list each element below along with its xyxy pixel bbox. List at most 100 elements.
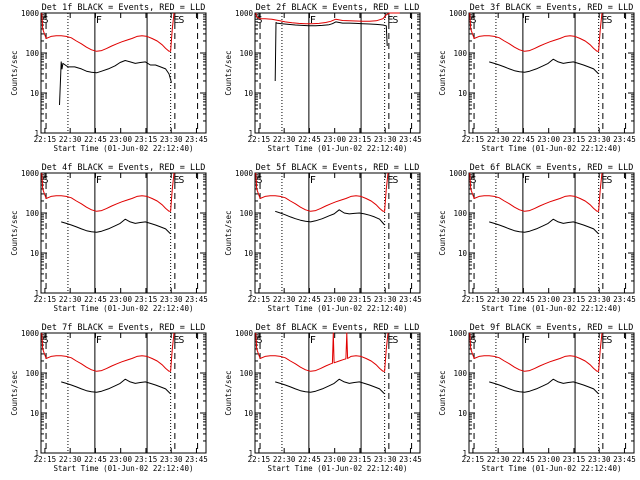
x-tick-label: 23:00: [537, 135, 560, 144]
flag-label: E: [173, 175, 179, 186]
flag-label: S: [392, 335, 398, 346]
flag-label: S: [392, 175, 398, 186]
x-tick-label: 23:00: [323, 135, 346, 144]
y-tick-label: 10: [244, 409, 254, 418]
y-tick-label: 1000: [235, 329, 254, 338]
flag-label: S: [606, 175, 612, 186]
y-tick-label: 1: [462, 449, 467, 458]
y-tick-label: 1: [462, 129, 467, 138]
x-axis-label: Start Time (01-Jun-02 22:12:40): [268, 304, 408, 313]
y-tick-label: 1: [248, 289, 253, 298]
y-tick-label: 100: [239, 49, 253, 58]
y-tick-label: 10: [244, 89, 254, 98]
y-tick-label: 1: [34, 449, 39, 458]
flag-label: E: [387, 175, 393, 186]
x-tick-label: 23:15: [563, 295, 586, 304]
flag-label: F: [310, 15, 316, 26]
chart-panel-1: Det 1f BLACK = Events, RED = LLD 1 10 100 10…: [10, 3, 208, 153]
x-tick-label: 23:15: [135, 135, 158, 144]
y-tick-label: 1000: [21, 169, 40, 178]
y-tick-label: 100: [239, 209, 253, 218]
chart-title: Det 7f BLACK = Events, RED = LLD: [42, 323, 206, 333]
series-events-line: [274, 21, 388, 82]
y-axis-label: Counts/sec: [224, 370, 233, 415]
y-tick-label: 10: [458, 409, 468, 418]
x-tick-label: 23:45: [613, 455, 636, 464]
x-tick-label: 23:30: [588, 455, 611, 464]
x-tick-label: 22:30: [273, 455, 296, 464]
flag-label: F: [96, 15, 102, 26]
x-tick-label: 23:30: [160, 135, 183, 144]
x-tick-label: 23:00: [323, 295, 346, 304]
flag-label: S: [606, 335, 612, 346]
y-tick-label: 1000: [235, 169, 254, 178]
y-axis-label: Counts/sec: [438, 370, 447, 415]
series-lld-line: [469, 172, 603, 212]
series-events-line: [489, 218, 599, 235]
y-tick-label: 100: [453, 209, 467, 218]
y-tick-label: 1000: [449, 9, 468, 18]
x-tick-label: 23:45: [185, 135, 208, 144]
flag-label: F: [524, 335, 530, 346]
chart-title: Det 5f BLACK = Events, RED = LLD: [256, 163, 420, 173]
flag-label: F: [524, 175, 530, 186]
x-tick-label: 22:45: [84, 295, 107, 304]
y-tick-label: 1000: [21, 9, 40, 18]
x-tick-label: 22:15: [34, 135, 57, 144]
x-tick-label: 22:30: [59, 455, 82, 464]
y-tick-label: 1: [248, 449, 253, 458]
y-tick-label: 10: [458, 89, 468, 98]
chart-title: Det 8f BLACK = Events, RED = LLD: [256, 323, 420, 333]
x-tick-label: 22:30: [273, 135, 296, 144]
x-tick-label: 23:15: [563, 455, 586, 464]
x-tick-label: 22:15: [462, 295, 485, 304]
flag-label: E: [601, 15, 607, 26]
y-axis-label: Counts/sec: [438, 210, 447, 255]
flag-label: F: [524, 15, 530, 26]
series-lld-line: [255, 12, 400, 25]
y-tick-label: 100: [25, 49, 39, 58]
x-tick-label: 23:30: [160, 455, 183, 464]
flag-label: F: [310, 175, 316, 186]
flag-label: S: [43, 15, 49, 26]
x-tick-label: 22:15: [462, 455, 485, 464]
x-axis-label: Start Time (01-Jun-02 22:12:40): [268, 464, 408, 473]
plot-frame: [40, 172, 207, 294]
flag-label: S: [471, 15, 477, 26]
x-tick-label: 22:30: [487, 295, 510, 304]
x-tick-label: 23:00: [323, 455, 346, 464]
flag-label: F: [96, 175, 102, 186]
x-tick-label: 23:00: [537, 455, 560, 464]
flag-label: S: [606, 15, 612, 26]
series-lld-line: [255, 172, 389, 212]
series-lld-line: [41, 172, 175, 212]
series-lld-line: [255, 332, 389, 372]
y-axis-label: Counts/sec: [10, 50, 19, 95]
x-tick-label: 22:30: [487, 455, 510, 464]
plot-frame: [468, 332, 635, 454]
flag-label: E: [601, 335, 607, 346]
y-tick-label: 100: [25, 209, 39, 218]
series-lld-line: [469, 12, 603, 52]
flag-label: S: [257, 175, 263, 186]
y-tick-label: 1: [34, 129, 39, 138]
plot-frame: [40, 332, 207, 454]
y-tick-label: 100: [25, 369, 39, 378]
y-tick-label: 1000: [21, 329, 40, 338]
x-tick-label: 23:30: [374, 135, 397, 144]
x-axis-label: Start Time (01-Jun-02 22:12:40): [268, 144, 408, 153]
flag-label: S: [257, 15, 263, 26]
x-tick-label: 23:30: [374, 455, 397, 464]
series-events-line: [275, 378, 385, 395]
plot-frame: [254, 12, 421, 134]
chart-panel-2: Det 2f BLACK = Events, RED = LLD 1 10 100 10…: [224, 3, 422, 153]
x-tick-label: 22:15: [462, 135, 485, 144]
flag-label: S: [178, 175, 184, 186]
series-lld-line: [41, 12, 175, 52]
flag-label: E: [387, 335, 393, 346]
x-tick-label: 23:45: [613, 135, 636, 144]
x-tick-label: 23:15: [135, 455, 158, 464]
y-tick-label: 100: [239, 369, 253, 378]
x-axis-label: Start Time (01-Jun-02 22:12:40): [482, 304, 622, 313]
flag-label: S: [178, 335, 184, 346]
